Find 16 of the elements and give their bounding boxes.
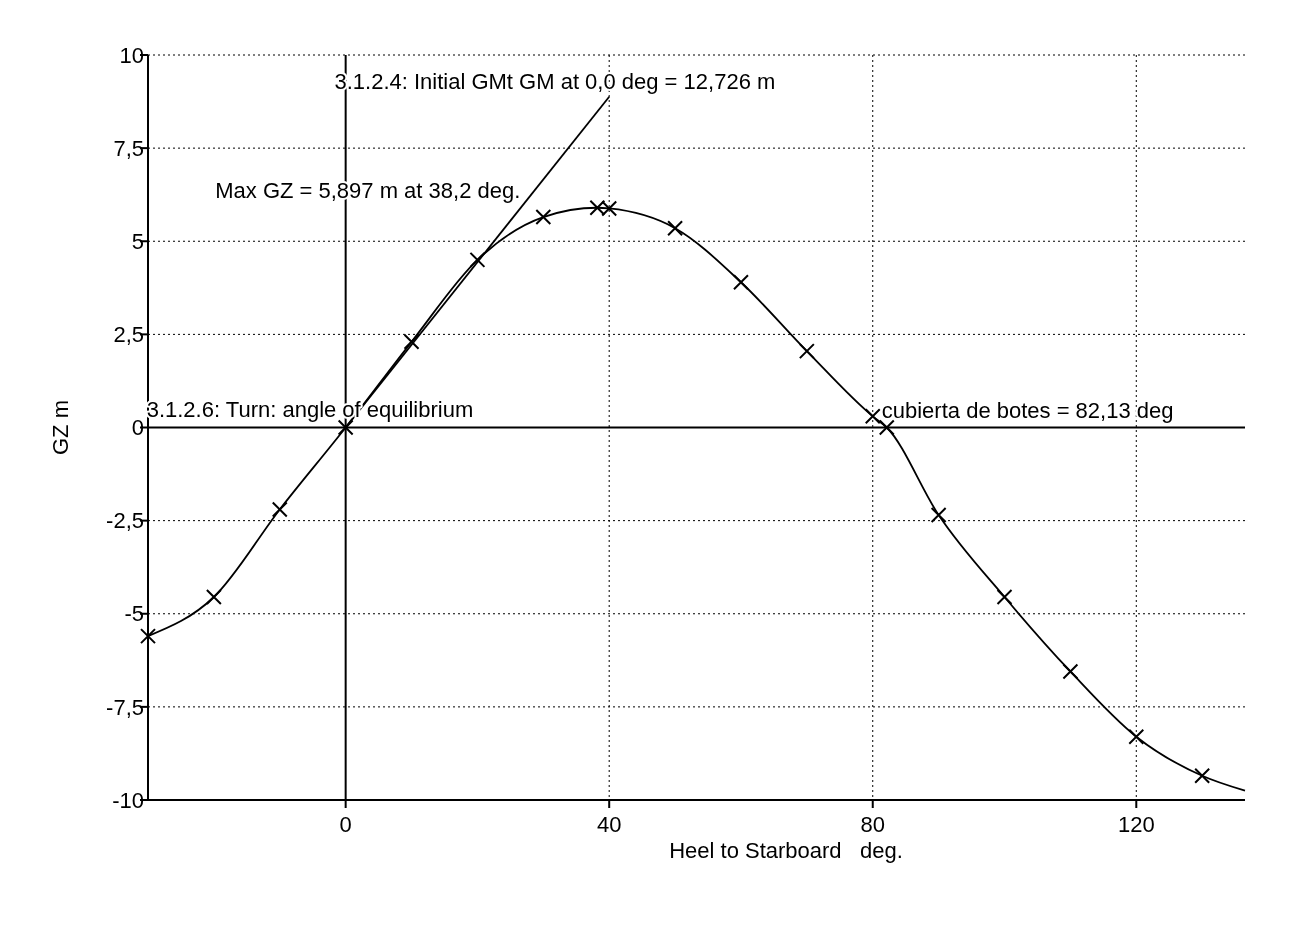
y-tick-label: -5 <box>124 601 144 627</box>
y-tick-label: 10 <box>119 42 144 68</box>
y-tick-label: 0 <box>131 415 144 441</box>
y-tick-label: -2,5 <box>106 508 144 534</box>
y-tick-label: 5 <box>131 228 144 254</box>
annotation: cubierta de botes = 82,13 deg <box>881 397 1174 423</box>
x-tick-label: 120 <box>1117 812 1155 837</box>
x-tick-label: 0 <box>339 812 352 837</box>
y-tick-label: -7,5 <box>106 694 144 720</box>
x-tick-label: 40 <box>596 812 622 837</box>
y-tick-label: 2,5 <box>113 322 144 348</box>
y-axis-title: GZ m <box>48 400 73 455</box>
y-tick-label: 7,5 <box>113 135 144 161</box>
y-tick-label: -10 <box>112 787 144 813</box>
x-tick-label: 80 <box>860 812 885 837</box>
x-axis-title: Heel to Starboard deg. <box>669 838 903 863</box>
